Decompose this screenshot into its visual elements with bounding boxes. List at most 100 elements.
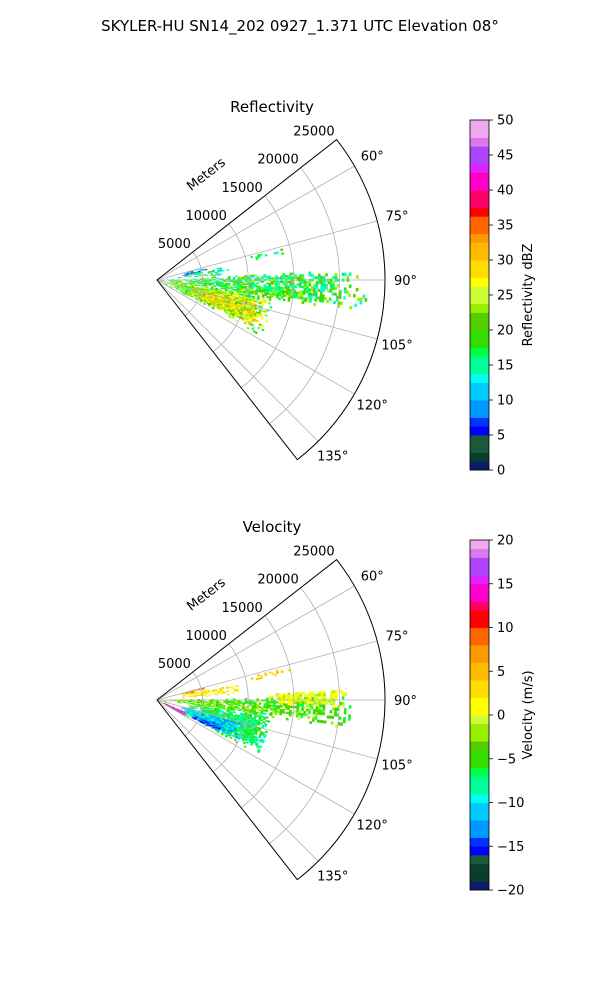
velocity-colorbar-segment [470, 855, 489, 865]
velocity-range-tick-label: 15000 [221, 601, 262, 616]
velocity-echo-cell [301, 708, 304, 712]
reflectivity-echo-cell [263, 284, 267, 287]
velocity-colorbar-segment [470, 723, 489, 733]
reflectivity-echo-cell [256, 315, 260, 318]
reflectivity-echo-cell [198, 274, 202, 276]
reflectivity-echo-cell [329, 286, 333, 290]
reflectivity-echo-cell [248, 313, 252, 316]
reflectivity-colorbar-segment [470, 207, 489, 217]
velocity-echo-cell [222, 707, 226, 710]
reflectivity-echo-cell [243, 321, 247, 325]
reflectivity-echo-cell [308, 281, 312, 284]
velocity-echo-cell [229, 724, 233, 727]
reflectivity-azimuth-spoke [156, 279, 319, 442]
velocity-echo-cell [253, 710, 257, 713]
reflectivity-echo-cell [228, 291, 232, 294]
reflectivity-echo-cell [183, 272, 187, 275]
reflectivity-echo-cell [310, 286, 314, 289]
velocity-echo-cell [216, 731, 220, 734]
reflectivity-echo-cell [163, 282, 166, 284]
reflectivity-echo-cell [222, 287, 226, 290]
velocity-range-ring [212, 643, 249, 773]
reflectivity-echo-cell [294, 285, 297, 288]
reflectivity-echo-cell [187, 284, 190, 286]
reflectivity-echo-cell [289, 272, 293, 276]
velocity-echo-cell [218, 706, 221, 708]
velocity-echo-cell [239, 708, 243, 711]
reflectivity-echo-cell [254, 307, 258, 311]
velocity-colorbar-segment [470, 540, 489, 550]
reflectivity-echo-cell [176, 287, 180, 289]
velocity-echo-cell [203, 704, 207, 707]
reflectivity-echo-cell [253, 285, 257, 288]
velocity-echo-cell [199, 703, 203, 705]
reflectivity-echo-cell [213, 285, 217, 288]
reflectivity-echo-cell [320, 283, 324, 287]
velocity-echo-cell [265, 701, 269, 704]
reflectivity-echo-cell [170, 281, 174, 283]
velocity-echo-cell [215, 706, 219, 708]
reflectivity-echo-cell [301, 285, 305, 289]
velocity-echo-cell [296, 692, 300, 695]
reflectivity-echo-cell [249, 280, 252, 283]
reflectivity-echo-cell [317, 273, 321, 277]
reflectivity-title: Reflectivity [230, 98, 314, 116]
reflectivity-echo-cell [260, 286, 264, 290]
reflectivity-echo-cell [267, 302, 271, 305]
reflectivity-echo-cell [273, 277, 276, 280]
reflectivity-colorbar-segment [470, 461, 489, 471]
reflectivity-echo-cell [271, 294, 275, 298]
reflectivity-echo-cell [204, 268, 208, 271]
velocity-azimuth-tick-label: 105° [381, 758, 412, 773]
reflectivity-echo-cell [324, 286, 328, 290]
velocity-echo-cell [317, 709, 321, 713]
velocity-echo-cell [307, 711, 311, 715]
velocity-echo-cell [260, 718, 264, 722]
reflectivity-echo-cell [242, 283, 245, 286]
reflectivity-colorbar-segment [470, 417, 489, 427]
reflectivity-echo-cell [331, 292, 335, 296]
velocity-echo-cell [188, 693, 192, 695]
reflectivity-echo-cell [195, 293, 199, 296]
velocity-echo-cell [189, 701, 193, 703]
reflectivity-echo-cell [289, 283, 293, 286]
velocity-echo-cell [287, 696, 291, 700]
reflectivity-echo-cell [320, 286, 324, 290]
reflectivity-echo-cell [294, 274, 298, 278]
velocity-echo-cell [303, 706, 307, 710]
velocity-echo-cell [341, 696, 345, 700]
velocity-echo-cell [192, 703, 195, 705]
velocity-echo-cell [268, 695, 272, 698]
reflectivity-colorbar-segment [470, 338, 489, 348]
velocity-echo-cell [209, 690, 213, 693]
reflectivity-echo-cell [362, 294, 366, 299]
reflectivity-echo-cell [299, 283, 302, 286]
reflectivity-echo-cell [299, 281, 302, 284]
reflectivity-echo-cell [303, 283, 307, 287]
reflectivity-colorbar-segment [470, 120, 489, 130]
velocity-echo-cell [316, 701, 319, 705]
velocity-echo-cell [332, 704, 336, 708]
velocity-echo-cell [284, 711, 288, 715]
velocity-echo-cell [343, 708, 347, 712]
velocity-echo-cell [254, 701, 257, 703]
reflectivity-echo-cell [270, 280, 274, 283]
velocity-echo-cell [213, 704, 217, 707]
reflectivity-azimuth-tick-label: 135° [317, 450, 348, 465]
reflectivity-colorbar-segment [470, 382, 489, 392]
velocity-echo-cell [333, 713, 337, 717]
velocity-echo-cell [299, 696, 303, 700]
velocity-echo-cell [281, 711, 285, 714]
velocity-colorbar-tick-label: −20 [497, 884, 524, 899]
reflectivity-echo-cell [319, 296, 323, 300]
velocity-echo-cell [265, 697, 269, 700]
velocity-echo-cell [271, 715, 275, 719]
velocity-echo-cell [275, 706, 278, 710]
reflectivity-echo-cell [248, 305, 252, 308]
velocity-echo-cell [320, 704, 324, 708]
velocity-echo-cell [330, 721, 334, 725]
velocity-colorbar-segment [470, 802, 489, 812]
velocity-echo-cell [259, 745, 263, 749]
reflectivity-colorbar-tick-label: 30 [497, 254, 514, 269]
velocity-echo-cell [237, 704, 241, 707]
